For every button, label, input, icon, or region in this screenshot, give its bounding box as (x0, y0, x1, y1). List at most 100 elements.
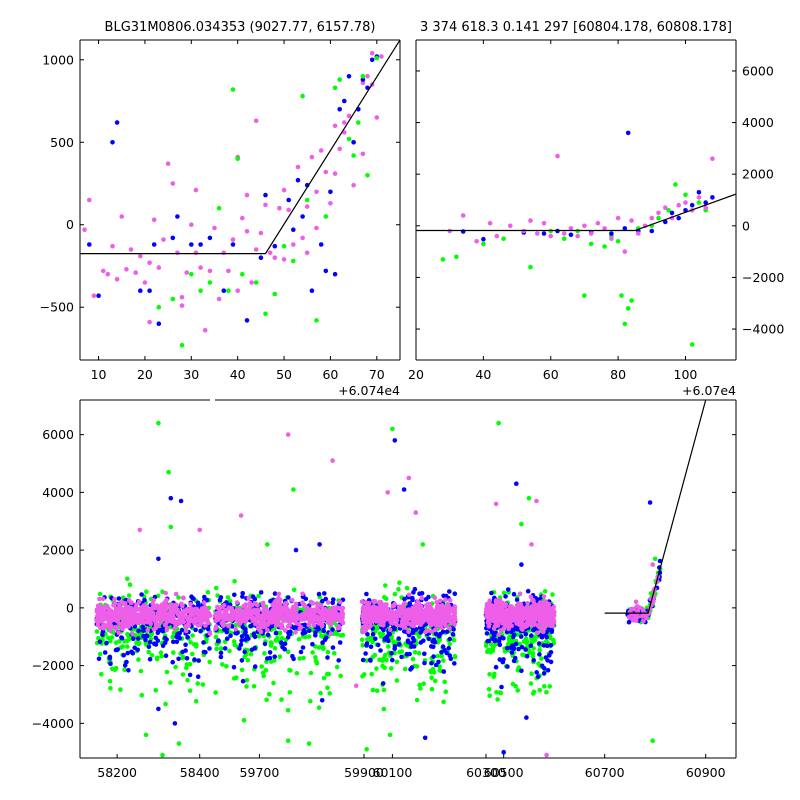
data-point-magenta (187, 609, 193, 615)
data-point-blue (187, 672, 193, 678)
data-point-blue (363, 651, 368, 656)
data-point-blue (501, 749, 507, 755)
data-point-magenta (184, 270, 189, 275)
data-point-blue (162, 640, 168, 646)
data-point-magenta (443, 597, 448, 602)
data-point-blue (537, 652, 542, 657)
data-point-magenta (402, 617, 408, 623)
data-point-green (207, 659, 212, 665)
data-point-magenta (397, 604, 402, 609)
data-point-blue (444, 629, 450, 634)
data-point-blue (409, 665, 415, 670)
data-point-magenta (555, 153, 560, 159)
data-point-blue (131, 636, 136, 642)
data-point-green (370, 687, 376, 693)
data-point-magenta (320, 619, 325, 624)
data-point-magenta (703, 205, 708, 210)
data-point-magenta (144, 609, 150, 615)
data-point-blue (136, 636, 141, 641)
data-point-green (194, 644, 199, 649)
data-point-blue (422, 651, 427, 657)
data-point-blue (497, 642, 503, 648)
data-point-magenta (256, 608, 261, 613)
data-point-magenta (452, 604, 458, 609)
data-point-blue (147, 657, 153, 662)
data-point-green (180, 672, 186, 677)
data-point-green (113, 665, 119, 671)
data-point-blue (198, 628, 203, 634)
data-point-blue (231, 664, 237, 670)
data-point-magenta (371, 599, 377, 605)
data-point-blue (431, 654, 436, 659)
data-point-green (200, 682, 206, 687)
x-tick-label: 59900 (344, 765, 384, 780)
data-point-blue (534, 670, 539, 675)
data-point-blue (370, 631, 376, 637)
data-point-blue (193, 627, 198, 633)
data-point-magenta (91, 293, 97, 299)
data-point-magenta (193, 250, 199, 256)
data-point-blue (136, 628, 141, 634)
data-point-green (263, 311, 268, 317)
data-point-magenta (170, 612, 176, 617)
data-point-blue (144, 633, 150, 639)
data-point-green (118, 687, 123, 692)
data-point-magenta (639, 613, 645, 619)
data-point-blue (703, 200, 708, 205)
data-point-magenta (520, 627, 525, 632)
data-point-magenta (276, 602, 282, 607)
data-point-blue (218, 595, 224, 600)
data-point-blue (309, 288, 315, 294)
data-point-magenta (407, 621, 412, 626)
data-point-blue (423, 597, 429, 602)
data-point-magenta (615, 215, 621, 221)
data-point-blue (508, 645, 514, 651)
data-point-green (454, 254, 459, 260)
data-point-magenta (241, 603, 247, 609)
data-point-magenta (312, 607, 317, 613)
y-tick-label: 0 (66, 600, 74, 615)
data-point-magenta (201, 600, 207, 605)
data-point-blue (295, 177, 301, 183)
data-point-magenta (529, 542, 534, 547)
data-point-magenta (336, 624, 342, 629)
data-point-green (262, 651, 267, 656)
data-point-blue (263, 192, 268, 198)
data-point-magenta (435, 620, 441, 625)
data-point-magenta (234, 600, 240, 605)
data-point-blue (419, 591, 425, 596)
data-point-magenta (108, 625, 113, 631)
model-line (80, 40, 400, 255)
data-point-magenta (238, 513, 244, 518)
x-tick-label: 60100 (373, 765, 413, 780)
data-point-magenta (170, 181, 176, 186)
data-point-green (166, 469, 171, 475)
data-point-magenta (263, 202, 268, 208)
data-point-blue (513, 641, 519, 647)
data-point-blue (318, 242, 324, 247)
data-point-green (404, 585, 410, 591)
data-point-green (332, 651, 337, 656)
data-point-magenta (320, 615, 325, 620)
data-point-green (96, 635, 101, 641)
data-point-blue (316, 591, 322, 597)
data-point-magenta (128, 247, 134, 252)
data-point-green (164, 669, 170, 675)
data-point-magenta (402, 612, 408, 617)
data-point-magenta (213, 626, 218, 631)
data-point-magenta (527, 617, 533, 622)
data-point-magenta (643, 615, 649, 621)
data-point-magenta (366, 600, 372, 606)
data-point-magenta (120, 626, 125, 632)
data-point-magenta (221, 619, 226, 625)
data-point-magenta (637, 605, 642, 610)
data-point-magenta (430, 608, 435, 614)
data-point-green (437, 668, 443, 673)
data-point-blue (322, 591, 327, 596)
data-point-blue (518, 634, 524, 639)
data-point-magenta (188, 601, 193, 607)
data-point-magenta (216, 617, 221, 622)
data-point-magenta (234, 614, 239, 620)
data-point-magenta (295, 164, 301, 170)
data-point-blue (273, 630, 279, 636)
